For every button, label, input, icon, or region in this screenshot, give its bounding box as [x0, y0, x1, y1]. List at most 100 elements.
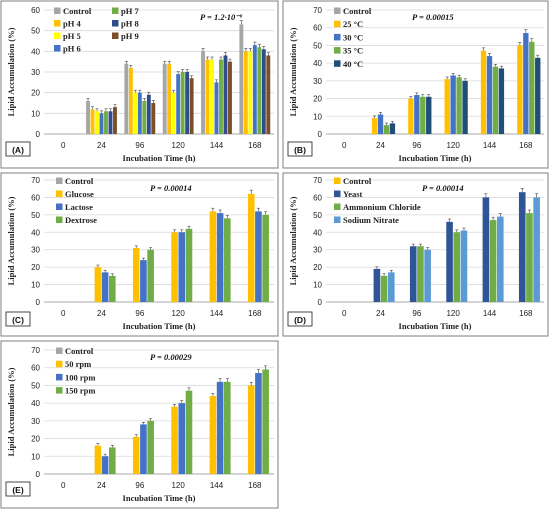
bar	[216, 381, 224, 474]
bar	[498, 68, 505, 134]
bar	[228, 61, 232, 134]
y-tick-label: 60	[313, 24, 322, 33]
bar	[108, 111, 113, 134]
bar	[210, 59, 214, 134]
y-tick-label: 0	[318, 298, 323, 307]
y-tick-label: 70	[31, 346, 40, 355]
p-value-annotation: P = 0.00029	[150, 352, 192, 362]
x-tick-label: 168	[248, 309, 262, 318]
bar	[243, 51, 248, 135]
y-tick-label: 10	[313, 112, 322, 121]
p-value-annotation: P = 0.00014	[150, 183, 192, 193]
x-tick-label: 120	[446, 141, 460, 150]
bar	[219, 59, 223, 134]
bar	[247, 193, 255, 302]
bar	[216, 213, 224, 302]
bar	[101, 456, 109, 474]
bar	[94, 445, 102, 474]
y-tick-label: 50	[31, 211, 40, 220]
bar	[178, 232, 186, 302]
legend-label: 30 °C	[343, 32, 363, 42]
x-tick-label: 0	[61, 309, 66, 318]
legend-label: 50 rpm	[65, 359, 91, 369]
legend-swatch	[54, 32, 61, 39]
bar	[189, 78, 194, 134]
y-tick-label: 60	[31, 364, 40, 373]
panel-label-box	[287, 141, 313, 157]
bar	[535, 57, 541, 135]
legend-label: Yeast	[343, 189, 363, 199]
legend-swatch	[56, 203, 63, 210]
legend-swatch	[334, 177, 341, 184]
y-tick-label: 30	[31, 68, 40, 77]
x-tick-label: 120	[171, 481, 185, 490]
y-tick-label: 60	[31, 193, 40, 202]
bar	[147, 420, 154, 474]
bar	[388, 272, 395, 302]
y-axis-title: Lipid Accumulation (%)	[6, 27, 16, 116]
legend-swatch	[56, 190, 63, 197]
bar	[389, 123, 396, 134]
bar	[109, 447, 116, 474]
y-tick-label: 70	[31, 176, 40, 185]
bar	[414, 95, 420, 134]
chart-panel-b: 0 10 20 30 40 50 60 70 0 24 96 120 144 168 Incubation …	[282, 0, 550, 170]
bar	[124, 63, 129, 134]
bar	[371, 118, 378, 134]
bar	[185, 390, 193, 474]
bar	[147, 249, 154, 302]
bar	[95, 111, 99, 134]
legend-label: pH 7	[121, 6, 139, 16]
x-tick-label: 0	[61, 141, 66, 150]
y-tick-label: 40	[31, 399, 40, 408]
legend-label: pH 6	[63, 44, 81, 54]
x-axis-title: Incubation Time (h)	[123, 153, 196, 163]
bar	[224, 218, 231, 302]
bar	[205, 59, 210, 134]
y-tick-label: 30	[31, 246, 40, 255]
chart-panel-d: 0 10 20 30 40 50 60 70 0 24 96 120 144 168 Incubation …	[282, 172, 550, 338]
legend-label: Ammonium Chloride	[343, 202, 421, 212]
y-tick-label: 40	[31, 228, 40, 237]
x-tick-label: 144	[210, 141, 224, 150]
x-tick-label: 24	[97, 481, 106, 490]
bar	[113, 107, 117, 134]
bar	[380, 275, 388, 302]
chart-b-svg: 0 10 20 30 40 50 60 70 0 24 96 120 144 168 Incubation …	[282, 0, 549, 169]
x-axis-title: Incubation Time (h)	[123, 321, 196, 331]
y-tick-label: 20	[313, 95, 322, 104]
y-tick-label: 40	[313, 59, 322, 68]
x-tick-label: 120	[171, 309, 185, 318]
bar	[137, 92, 142, 134]
panel-label: (C)	[12, 315, 24, 325]
legend-label: 150 rpm	[65, 386, 95, 396]
chart-panel-c: 0 10 20 30 40 50 60 70 0 24 96 120 144 168 Incubation …	[0, 172, 280, 338]
bar	[262, 369, 269, 474]
bar	[486, 56, 493, 134]
x-tick-label: 24	[376, 309, 385, 318]
x-axis-title: Incubation Time (h)	[399, 321, 472, 331]
bar	[456, 77, 462, 134]
legend-label: 25 °C	[343, 19, 363, 29]
panel-label-box	[5, 141, 31, 157]
legend-swatch	[56, 387, 63, 394]
bar	[151, 103, 156, 134]
bar	[518, 192, 526, 302]
legend-swatch	[334, 60, 341, 67]
bar	[529, 41, 535, 135]
legend-label: 100 rpm	[65, 372, 95, 382]
bar	[209, 211, 217, 302]
panel-label: (A)	[12, 145, 24, 155]
bar	[171, 92, 176, 134]
y-tick-label: 0	[36, 470, 41, 479]
panel-label: (D)	[294, 315, 306, 325]
legend-swatch	[54, 7, 61, 14]
x-tick-label: 24	[97, 309, 106, 318]
bar	[266, 55, 271, 134]
y-tick-label: 20	[31, 435, 40, 444]
y-axis-title: Lipid Accumulation (%)	[6, 367, 16, 456]
y-tick-label: 70	[313, 176, 322, 185]
bar	[480, 50, 487, 134]
y-tick-label: 0	[318, 130, 323, 139]
x-axis-title: Incubation Time (h)	[399, 153, 472, 163]
